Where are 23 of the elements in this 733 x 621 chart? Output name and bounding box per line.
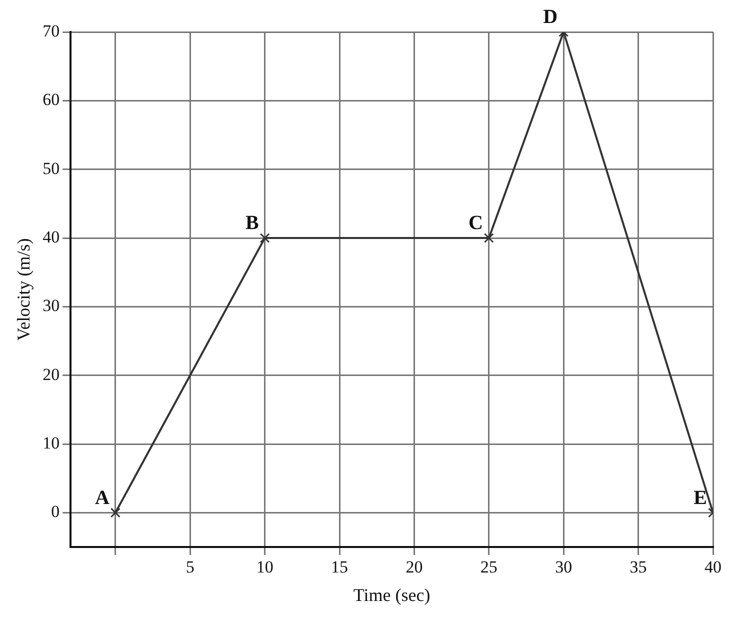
x-tick-label: 25 [480,558,498,577]
annotation: B [245,212,259,234]
y-tick-label: 60 [42,90,60,110]
y-tick-label: 10 [42,433,60,452]
annotation: C [468,212,483,234]
x-tick-label: 5 [186,558,194,577]
x-axis-title: Time (sec) [353,584,430,605]
annotation: A [94,486,110,509]
y-tick-label: 20 [42,364,60,384]
x-tick-label: 40 [704,558,722,577]
x-tick-label: 10 [256,558,274,577]
annotation: D [543,6,558,28]
x-tick-label: 15 [331,558,348,577]
y-tick-label: 0 [51,502,60,522]
x-tick-label: 20 [406,558,423,577]
y-axis-title: Velocity (m/s) [14,238,34,341]
x-tick-label: 35 [630,558,647,577]
y-tick-label: 50 [42,158,60,178]
x-tick-label: 30 [555,558,572,577]
y-tick-label: 40 [42,227,60,246]
y-tick-label: 70 [42,21,60,40]
annotation: E [694,486,707,509]
y-tick-label: 30 [42,296,60,316]
